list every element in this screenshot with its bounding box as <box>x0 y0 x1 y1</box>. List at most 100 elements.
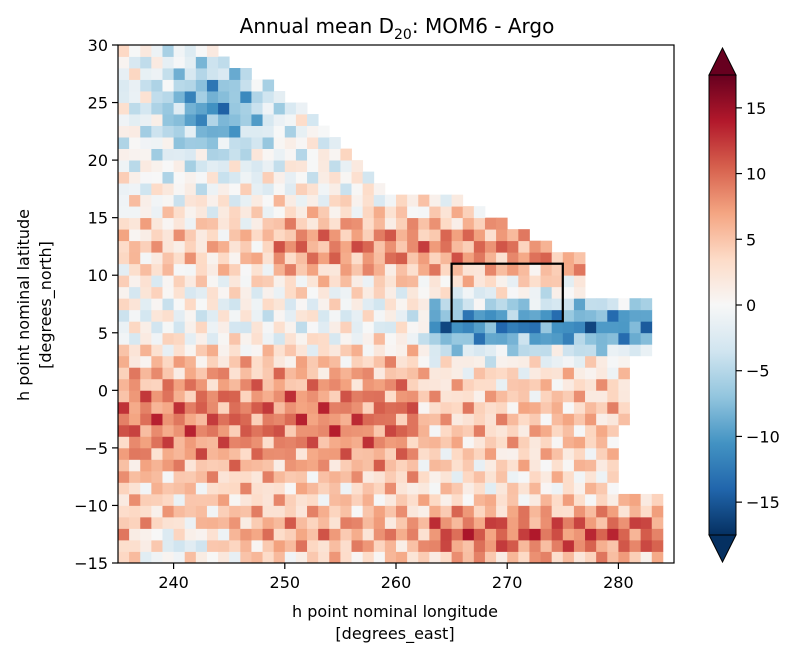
heatmap-cell <box>295 390 308 403</box>
heatmap-cell <box>262 263 275 276</box>
colorbar-tick-label: 0 <box>746 296 756 315</box>
heatmap-cell <box>473 528 486 541</box>
heatmap-cell <box>140 263 152 276</box>
heatmap-cell <box>129 482 141 495</box>
heatmap-cell <box>551 413 564 426</box>
heatmap-cell <box>140 160 152 173</box>
heatmap-cell <box>195 194 208 207</box>
heatmap-cell <box>173 160 186 173</box>
heatmap-cell <box>251 332 263 345</box>
heatmap-cell <box>251 275 263 288</box>
heatmap-cell <box>507 493 519 506</box>
heatmap-cell <box>140 137 152 149</box>
heatmap-cell <box>195 493 208 506</box>
heatmap-cell <box>173 367 186 380</box>
heatmap-cell <box>518 286 530 299</box>
heatmap-cell <box>240 275 252 288</box>
heatmap-cell <box>407 263 419 276</box>
heatmap-cell <box>195 528 208 541</box>
heatmap-cell <box>140 102 152 115</box>
heatmap-cell <box>229 68 241 80</box>
heatmap-cell <box>362 447 375 460</box>
heatmap-cell <box>396 401 408 414</box>
heatmap-cell <box>418 229 430 242</box>
heatmap-cell <box>429 459 441 472</box>
heatmap-cell <box>329 459 341 472</box>
heatmap-cell <box>518 551 530 564</box>
heatmap-cell <box>507 424 519 437</box>
heatmap-cell <box>195 298 208 311</box>
heatmap-cell <box>596 344 608 357</box>
heatmap-cell <box>218 482 230 495</box>
heatmap-cell <box>273 424 286 437</box>
heatmap-cell <box>351 390 364 403</box>
heatmap-cell <box>240 206 252 219</box>
heatmap-cell <box>329 160 341 173</box>
heatmap-cell <box>484 321 497 334</box>
heatmap-cell <box>418 470 430 483</box>
heatmap-cell <box>218 275 230 288</box>
heatmap-cell <box>273 160 286 173</box>
colorbar-tick-label: −15 <box>746 493 780 512</box>
heatmap-cell <box>384 217 397 230</box>
heatmap-cell <box>351 240 364 253</box>
heatmap-cell <box>562 436 575 449</box>
heatmap-cell <box>140 378 152 391</box>
heatmap-cell <box>195 114 208 126</box>
heatmap-cell <box>573 528 586 541</box>
heatmap-cell <box>573 493 586 506</box>
heatmap-cell <box>551 482 564 495</box>
heatmap-cell <box>473 401 486 414</box>
heatmap-cell <box>351 470 364 483</box>
heatmap-cell <box>195 355 208 368</box>
heatmap-cell <box>206 447 219 460</box>
heatmap-cell <box>229 194 241 207</box>
heatmap-cell <box>295 424 308 437</box>
heatmap-cell <box>384 206 397 219</box>
heatmap-cell <box>340 516 352 529</box>
heatmap-cell <box>229 378 241 391</box>
heatmap-cell <box>407 344 419 357</box>
heatmap-cell <box>484 528 497 541</box>
heatmap-cell <box>340 447 352 460</box>
heatmap-cell <box>129 528 141 541</box>
heatmap-cell <box>473 298 486 311</box>
heatmap-cell <box>418 528 430 541</box>
heatmap-cell <box>573 505 586 518</box>
heatmap-cell <box>384 401 397 414</box>
heatmap-cell <box>284 539 297 552</box>
heatmap-cell <box>229 240 241 253</box>
heatmap-cell <box>418 355 430 368</box>
heatmap-cell <box>551 344 564 357</box>
heatmap-cell <box>151 505 163 518</box>
heatmap-cell <box>507 229 519 242</box>
heatmap-cell <box>251 378 263 391</box>
heatmap-cell <box>507 298 519 311</box>
heatmap-cell <box>240 424 252 437</box>
heatmap-cell <box>284 505 297 518</box>
heatmap-cell <box>151 436 163 449</box>
heatmap-cell <box>140 240 152 253</box>
heatmap-cell <box>284 286 297 299</box>
heatmap-cell <box>118 298 130 311</box>
heatmap-cell <box>640 298 653 311</box>
heatmap-cell <box>585 309 597 322</box>
heatmap-cell <box>462 482 475 495</box>
heatmap-cell <box>284 309 297 322</box>
heatmap-cell <box>362 240 375 253</box>
heatmap-cell <box>218 102 230 115</box>
heatmap-cell <box>384 344 397 357</box>
heatmap-cell <box>151 378 163 391</box>
heatmap-cell <box>429 355 441 368</box>
heatmap-cell <box>162 424 174 437</box>
heatmap-cell <box>273 229 286 242</box>
heatmap-cell <box>562 516 575 529</box>
heatmap-cell <box>273 240 286 253</box>
heatmap-cell <box>151 459 163 472</box>
heatmap-cell <box>162 137 174 149</box>
heatmap-cell <box>129 355 141 368</box>
heatmap-cell <box>251 286 263 299</box>
heatmap-cell <box>318 275 330 288</box>
heatmap-cell <box>373 321 386 334</box>
heatmap-cell <box>418 275 430 288</box>
